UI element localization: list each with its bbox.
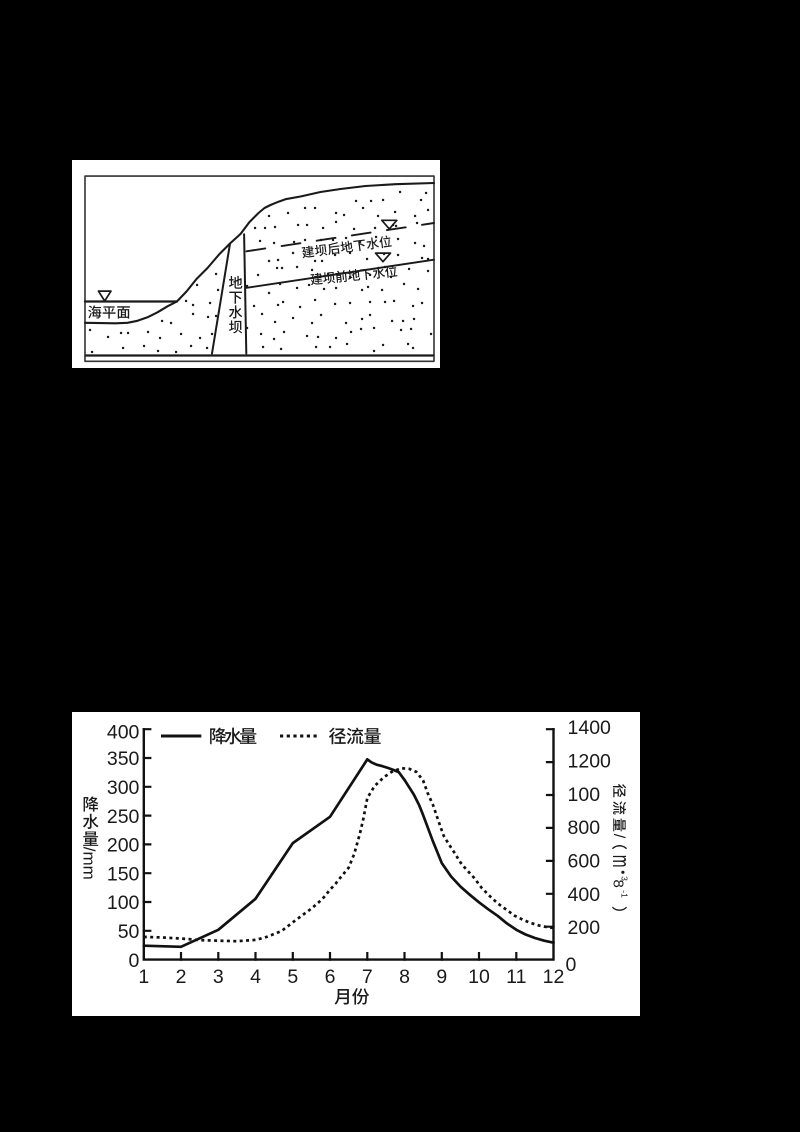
svg-text:8: 8 — [399, 966, 410, 988]
svg-text:300: 300 — [107, 777, 140, 799]
svg-text:/mm: /mm — [79, 847, 98, 880]
svg-text:100: 100 — [107, 892, 140, 914]
svg-text:11: 11 — [506, 966, 526, 988]
svg-text:400: 400 — [107, 721, 140, 743]
svg-text:250: 250 — [107, 806, 140, 828]
svg-text:6: 6 — [325, 966, 336, 988]
svg-text:9: 9 — [436, 966, 447, 988]
svg-text:350: 350 — [107, 748, 140, 770]
svg-text:m: m — [607, 855, 633, 868]
svg-text:0: 0 — [129, 950, 140, 972]
svg-text:150: 150 — [107, 863, 140, 885]
svg-text:3: 3 — [213, 966, 224, 988]
svg-text:2: 2 — [176, 966, 187, 988]
svg-text:0: 0 — [566, 954, 577, 976]
svg-text:1200: 1200 — [568, 751, 612, 773]
svg-text:1: 1 — [138, 966, 149, 988]
svg-text:7: 7 — [362, 966, 373, 988]
svg-text:5: 5 — [287, 966, 298, 988]
svg-text:4: 4 — [250, 966, 261, 988]
svg-text:12: 12 — [543, 966, 565, 988]
svg-text:400: 400 — [568, 884, 601, 906]
svg-text:100: 100 — [568, 784, 601, 806]
svg-text:10: 10 — [468, 966, 490, 988]
svg-text:3-1: 3-1 — [619, 876, 629, 898]
svg-text:800: 800 — [568, 817, 601, 839]
svg-text:8: 8 — [609, 880, 626, 888]
svg-text:/: / — [610, 834, 627, 839]
svg-text:50: 50 — [118, 921, 140, 943]
svg-text:200: 200 — [568, 917, 601, 939]
svg-text:600: 600 — [568, 851, 601, 873]
svg-text:1400: 1400 — [568, 717, 612, 739]
svg-text:200: 200 — [107, 835, 140, 857]
